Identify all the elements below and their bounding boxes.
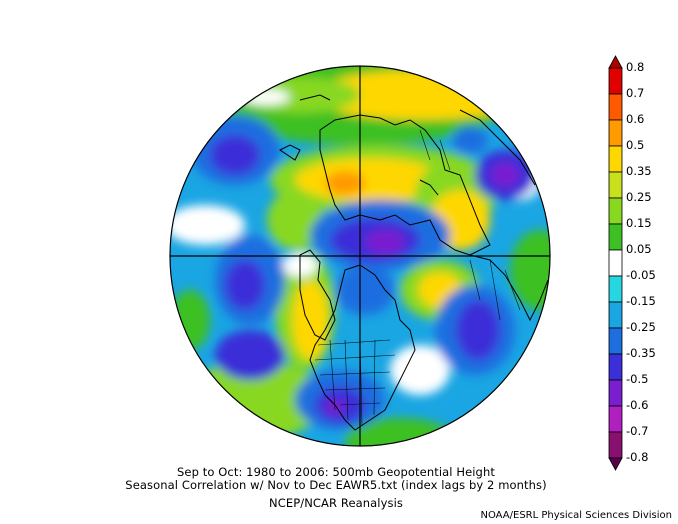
colorbar-tick-label: -0.6 [626,398,649,412]
map-boundary [169,65,551,447]
caption-subtitle: Seasonal Correlation w/ Nov to Dec EAWR5… [125,478,547,492]
colorbar-segment [608,93,623,121]
colorbar-segment [608,223,623,251]
caption-title: Sep to Oct: 1980 to 2006: 500mb Geopoten… [177,465,495,479]
colorbar-bottom-arrow [608,457,623,471]
colorbar-tick-label: 0.35 [626,164,652,178]
colorbar-segment [608,249,623,277]
colorbar-tick-label: -0.05 [626,268,656,282]
colorbar-tick-label: 0.25 [626,190,652,204]
colorbar-segment [608,353,623,381]
colorbar-segment [608,197,623,225]
coastlines [279,94,549,431]
colorbar-tick-label: -0.5 [626,372,649,386]
credit-text: NOAA/ESRL Physical Sciences Division [480,510,673,521]
colorbar-tick-label: 0.05 [626,242,652,256]
caption-source: NCEP/NCAR Reanalysis [269,496,403,510]
colorbar-segment [608,301,623,329]
colorbar-segment [608,405,623,433]
colorbar-segment [608,145,623,173]
colorbar-tick-label: 0.7 [626,86,645,100]
colorbar-tick-label: 0.5 [626,138,645,152]
colorbar-tick-label: 0.15 [626,216,652,230]
state-borders [314,129,521,426]
colorbar-segment [608,327,623,355]
colorbar-segment [608,379,623,407]
colorbar-segment [608,275,623,303]
colorbar-segment [608,171,623,199]
colorbar-segment [608,119,623,147]
colorbar-tick-label: -0.7 [626,424,649,438]
colorbar-segment [608,67,623,95]
colorbar-tick-label: -0.25 [626,320,656,334]
colorbar-tick-label: 0.8 [626,60,645,74]
colorbar-tick-label: 0.6 [626,112,645,126]
colorbar-tick-label: -0.15 [626,294,656,308]
colorbar-segment [608,431,623,459]
colorbar-top-arrow [608,55,623,69]
graticule [170,66,550,446]
colorbar-tick-label: -0.8 [626,450,649,464]
colorbar-tick-label: -0.35 [626,346,656,360]
